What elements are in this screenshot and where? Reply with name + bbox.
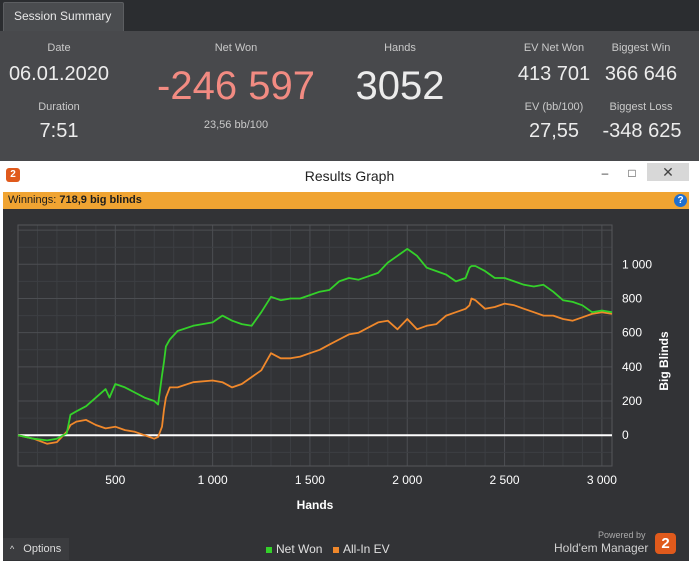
all-in-ev-line xyxy=(17,297,613,445)
biggest-loss-label: Biggest Loss xyxy=(609,101,673,113)
winnings-value: 718,9 big blinds xyxy=(59,194,142,206)
results-graph-window: 2 Results Graph ‒ □ ✕ Winnings: 718,9 bi… xyxy=(0,161,699,570)
net-won-line xyxy=(17,248,613,442)
y-tick-label: 800 xyxy=(622,291,642,305)
legend-all-in-ev-label: All-In EV xyxy=(343,542,390,556)
hands-label: Hands xyxy=(384,42,416,54)
y-tick-label: 200 xyxy=(622,394,642,408)
biggest-loss-value: -348 625 xyxy=(602,120,682,142)
help-icon[interactable]: ? xyxy=(674,194,687,207)
all-in-ev-swatch xyxy=(333,546,339,553)
winnings-text: Winnings: 718,9 big blinds xyxy=(8,194,142,206)
netwon-value: -246 597 xyxy=(157,64,315,108)
ev-bb100-label: EV (bb/100) xyxy=(524,101,584,113)
results-chart: 500 1 000 1 500 2 000 2 500 3 000 0 200 400 600 80… xyxy=(17,224,671,512)
x-tick-label: 500 xyxy=(105,473,125,487)
y-tick-label: 600 xyxy=(622,326,642,340)
biggest-win-label: Biggest Win xyxy=(611,42,671,54)
powered-by-text: Powered by xyxy=(598,530,646,540)
brand-name: Hold'em Manager xyxy=(554,541,649,555)
winnings-label: Winnings: xyxy=(8,194,57,206)
chart-ticks: 500 1 000 1 500 2 000 2 500 3 000 0 200 400 600 80… xyxy=(105,257,652,487)
y-axis-label: Big Blinds xyxy=(657,331,671,391)
chart-grid xyxy=(17,224,613,467)
duration-value: 7:51 xyxy=(39,120,79,142)
y-tick-label: 400 xyxy=(622,360,642,374)
options-label: Options xyxy=(23,543,62,555)
y-tick-label: 1 000 xyxy=(622,257,652,271)
date-label: Date xyxy=(47,42,71,54)
chart-series xyxy=(17,248,613,445)
tab-session-summary[interactable]: Session Summary xyxy=(3,2,124,31)
session-summary-panel: Date 06.01.2020 Duration 7:51 Net Won -2… xyxy=(0,31,699,161)
duration-label: Duration xyxy=(38,101,80,113)
date-value: 06.01.2020 xyxy=(8,63,110,85)
netwon-label: Net Won xyxy=(214,42,258,54)
window-bottom-edge xyxy=(0,561,699,570)
x-axis-label: Hands xyxy=(297,498,334,512)
hm-logo-icon: 2 xyxy=(6,168,20,182)
minimize-button[interactable]: ‒ xyxy=(601,166,609,180)
legend-all-in-ev[interactable]: All-In EV xyxy=(333,542,390,556)
hands-value: 3052 xyxy=(355,64,445,108)
maximize-button[interactable]: □ xyxy=(628,166,636,180)
x-tick-label: 1 000 xyxy=(198,473,228,487)
ev-bb100-value: 27,55 xyxy=(528,120,580,142)
tab-bar: Session Summary xyxy=(0,0,699,31)
ev-netwon-label: EV Net Won xyxy=(523,42,585,54)
window-titlebar: 2 Results Graph ‒ □ ✕ xyxy=(0,161,699,190)
y-tick-label: 0 xyxy=(622,428,629,442)
close-button[interactable]: ✕ xyxy=(647,163,689,181)
x-tick-label: 2 500 xyxy=(490,473,520,487)
biggest-win-value: 366 646 xyxy=(604,63,678,85)
hm-brand-logo-icon: 2 xyxy=(655,533,676,554)
winnings-bar: Winnings: 718,9 big blinds ? xyxy=(3,192,689,209)
x-tick-label: 2 000 xyxy=(392,473,422,487)
ev-netwon-value: 413 701 xyxy=(517,63,591,85)
netwon-bb100: 23,56 bb/100 xyxy=(203,119,269,131)
legend-net-won[interactable]: Net Won xyxy=(266,542,322,556)
x-tick-label: 3 000 xyxy=(587,473,617,487)
chevron-up-icon: ^ xyxy=(10,544,15,554)
plot-frame xyxy=(17,224,613,467)
window-title: Results Graph xyxy=(304,168,395,184)
net-won-swatch xyxy=(266,546,272,553)
x-tick-label: 1 500 xyxy=(295,473,325,487)
options-button[interactable]: ^ Options xyxy=(3,538,69,560)
legend-net-won-label: Net Won xyxy=(276,542,323,556)
